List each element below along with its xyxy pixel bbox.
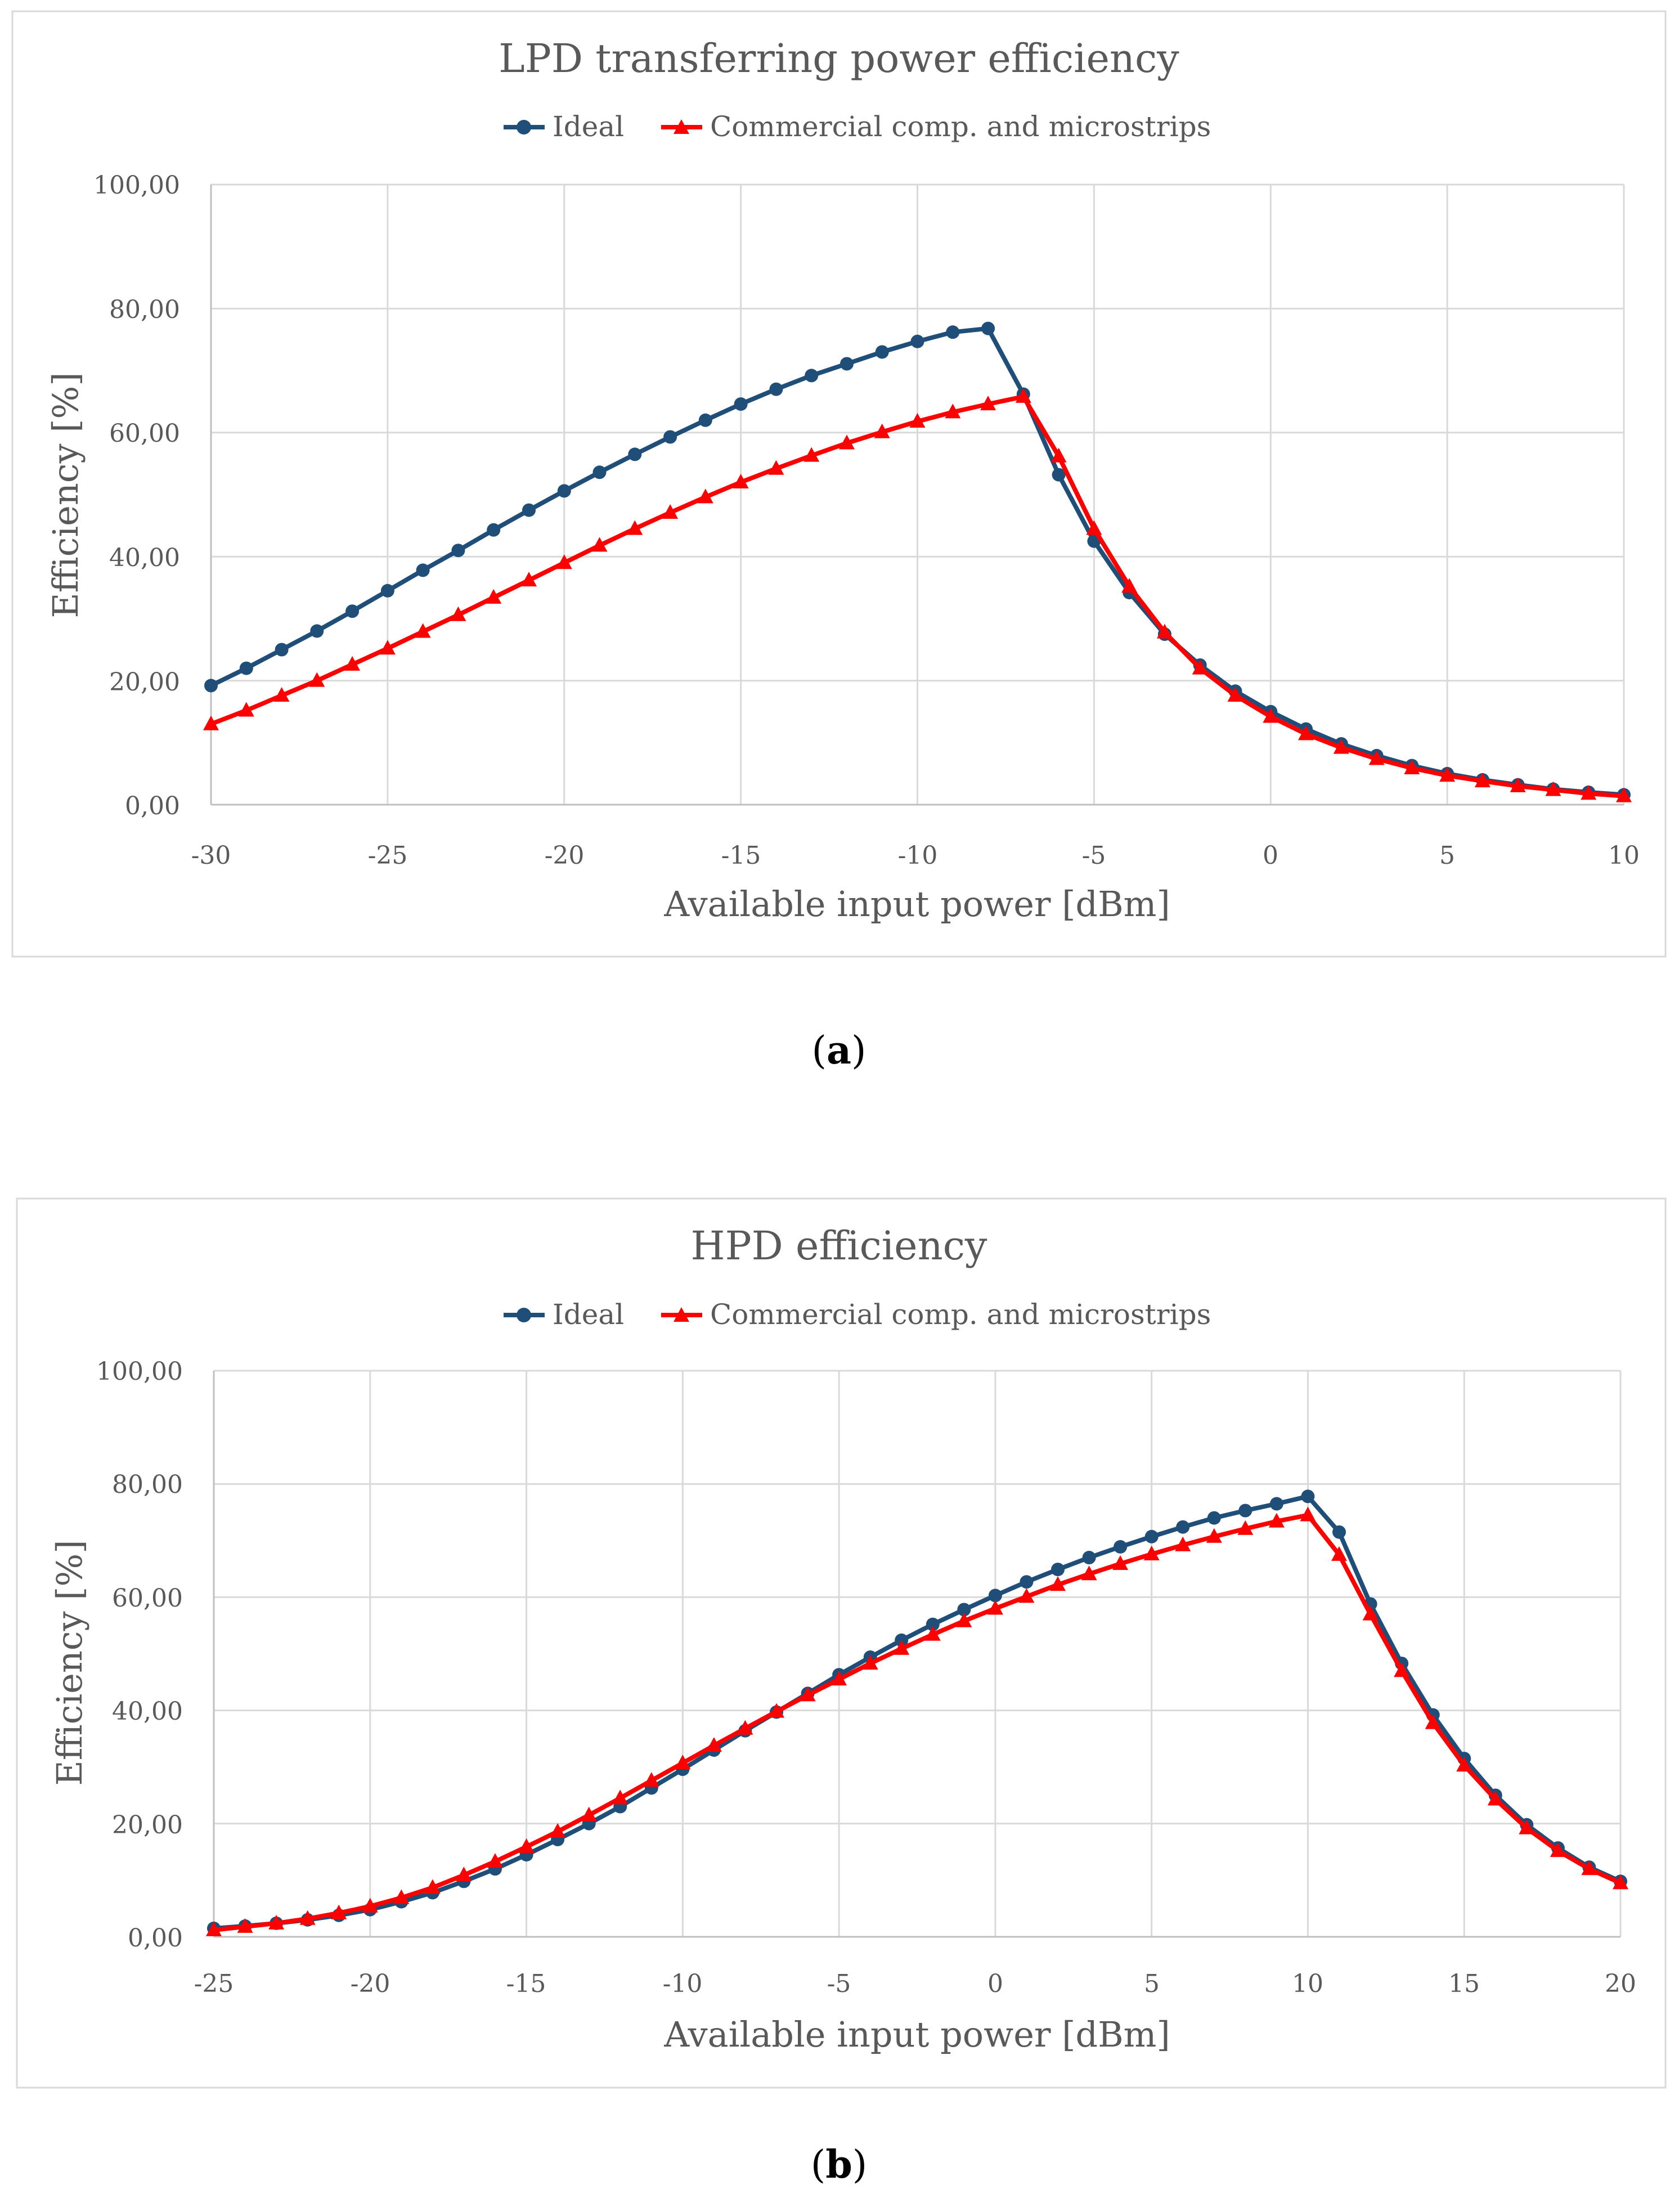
chart-b-ytick-60: 60,00 <box>112 1584 183 1613</box>
chart-a-point-ideal-3 <box>310 624 324 638</box>
chart-a-ytick-40: 40,00 <box>109 544 180 572</box>
chart-b-xtick-0: 0 <box>987 1969 1003 1998</box>
chart-a-title: LPD transferring power efficiency <box>499 35 1179 82</box>
chart-b-xtick-m15: -15 <box>506 1969 546 1998</box>
chart-a-xtick-m30: -30 <box>191 841 231 870</box>
chart-a: LPD transferring power efficiency Ideal … <box>12 11 1665 957</box>
chart-a-xtick-10: 10 <box>1608 841 1640 870</box>
chart-b-point-ideal-31 <box>1176 1520 1189 1534</box>
chart-b-xtick-20: 20 <box>1605 1969 1636 1998</box>
chart-a-point-ideal-19 <box>876 346 889 359</box>
chart-a-ylabel: Efficiency [%] <box>45 372 86 618</box>
chart-b-xtick-5: 5 <box>1144 1969 1160 1998</box>
chart-b-point-ideal-29 <box>1114 1540 1127 1554</box>
chart-a-ytick-60: 60,00 <box>109 419 180 448</box>
chart-b-xtick-15: 15 <box>1448 1969 1480 1998</box>
chart-b-xtick-m25: -25 <box>194 1969 234 1998</box>
caption-a-letter: a <box>827 1028 851 1073</box>
chart-a-xtick-0: 0 <box>1263 841 1278 870</box>
chart-a-point-ideal-6 <box>416 563 430 577</box>
chart-b-point-ideal-36 <box>1332 1525 1346 1539</box>
chart-a-point-ideal-22 <box>981 322 995 335</box>
chart-a-point-ideal-10 <box>558 484 571 497</box>
chart-a-ytick-80: 80,00 <box>109 295 180 324</box>
chart-a-point-ideal-15 <box>734 397 748 411</box>
chart-b-xtick-m5: -5 <box>827 1969 851 1998</box>
chart-a-point-ideal-13 <box>663 430 677 444</box>
chart-a-legend-ideal-marker <box>517 120 531 134</box>
chart-b-point-ideal-33 <box>1238 1504 1252 1518</box>
chart-b-xlabel: Available input power [dBm] <box>663 2014 1170 2055</box>
chart-a-point-ideal-20 <box>911 335 924 348</box>
caption-b: (b) <box>811 2142 868 2187</box>
chart-b-point-ideal-30 <box>1145 1530 1159 1544</box>
chart-a-point-ideal-17 <box>805 369 818 382</box>
chart-a-xtick-m25: -25 <box>368 841 408 870</box>
chart-b-title: HPD efficiency <box>691 1223 987 1269</box>
chart-a-xtick-m5: -5 <box>1082 841 1106 870</box>
chart-a-point-ideal-9 <box>522 504 536 517</box>
chart-a-point-ideal-14 <box>699 414 712 427</box>
figure: LPD transferring power efficiency Ideal … <box>0 0 1679 2212</box>
chart-b-xtick-m20: -20 <box>351 1969 390 1998</box>
chart-b: HPD efficiency Ideal Commercial comp. an… <box>17 1199 1665 2088</box>
chart-a-xtick-m10: -10 <box>898 841 938 870</box>
chart-a-xtick-5: 5 <box>1439 841 1455 870</box>
chart-b-legend-commercial-label: Commercial comp. and microstrips <box>710 1298 1211 1331</box>
chart-a-point-ideal-7 <box>451 544 465 557</box>
chart-a-point-ideal-18 <box>840 357 854 371</box>
chart-b-ytick-0: 0,00 <box>128 1924 183 1953</box>
chart-b-ytick-40: 40,00 <box>112 1697 183 1726</box>
chart-a-legend-ideal-label: Ideal <box>553 110 624 143</box>
caption-a-close: ) <box>851 1029 867 1073</box>
chart-a-point-ideal-11 <box>593 465 607 479</box>
caption-a-open: ( <box>811 1029 827 1073</box>
chart-a-point-ideal-1 <box>240 662 253 675</box>
chart-b-legend-ideal-marker <box>517 1308 531 1322</box>
chart-b-ylabel: Efficiency [%] <box>49 1540 90 1785</box>
chart-b-ytick-80: 80,00 <box>112 1470 183 1499</box>
chart-b-legend: Ideal Commercial comp. and microstrips <box>504 1298 1211 1331</box>
chart-a-point-ideal-8 <box>487 523 500 537</box>
chart-a-point-ideal-0 <box>204 679 218 692</box>
caption-b-close: ) <box>852 2143 868 2187</box>
chart-a-point-ideal-16 <box>769 383 783 396</box>
chart-b-legend-ideal-label: Ideal <box>553 1298 624 1331</box>
chart-b-point-ideal-35 <box>1301 1489 1314 1503</box>
caption-b-letter: b <box>825 2142 852 2187</box>
caption-a: (a) <box>811 1028 866 1073</box>
chart-a-ytick-20: 20,00 <box>109 668 180 697</box>
chart-b-point-ideal-28 <box>1083 1551 1096 1564</box>
chart-b-point-ideal-27 <box>1051 1563 1065 1576</box>
chart-a-ytick-0: 0,00 <box>125 792 180 820</box>
chart-a-ytick-100: 100,00 <box>93 171 180 200</box>
chart-a-xlabel: Available input power [dBm] <box>663 883 1170 925</box>
chart-a-point-ideal-5 <box>381 584 394 598</box>
chart-a-point-ideal-21 <box>946 325 959 339</box>
chart-b-point-ideal-32 <box>1207 1511 1221 1525</box>
chart-b-xtick-10: 10 <box>1292 1969 1323 1998</box>
chart-a-xtick-m15: -15 <box>721 841 761 870</box>
chart-a-point-ideal-4 <box>345 604 359 618</box>
caption-b-open: ( <box>811 2143 826 2187</box>
chart-a-xtick-m20: -20 <box>545 841 585 870</box>
chart-b-point-ideal-26 <box>1020 1575 1033 1589</box>
chart-a-frame <box>12 11 1665 957</box>
chart-b-point-ideal-34 <box>1270 1497 1283 1510</box>
chart-a-legend: Ideal Commercial comp. and microstrips <box>504 110 1211 143</box>
chart-b-ytick-20: 20,00 <box>112 1811 183 1839</box>
chart-b-xtick-m10: -10 <box>663 1969 703 1998</box>
chart-b-frame <box>17 1199 1665 2088</box>
chart-a-legend-commercial-label: Commercial comp. and microstrips <box>710 110 1211 143</box>
chart-a-point-ideal-12 <box>628 447 641 461</box>
chart-b-ytick-100: 100,00 <box>96 1357 183 1386</box>
chart-a-point-ideal-2 <box>275 643 289 657</box>
